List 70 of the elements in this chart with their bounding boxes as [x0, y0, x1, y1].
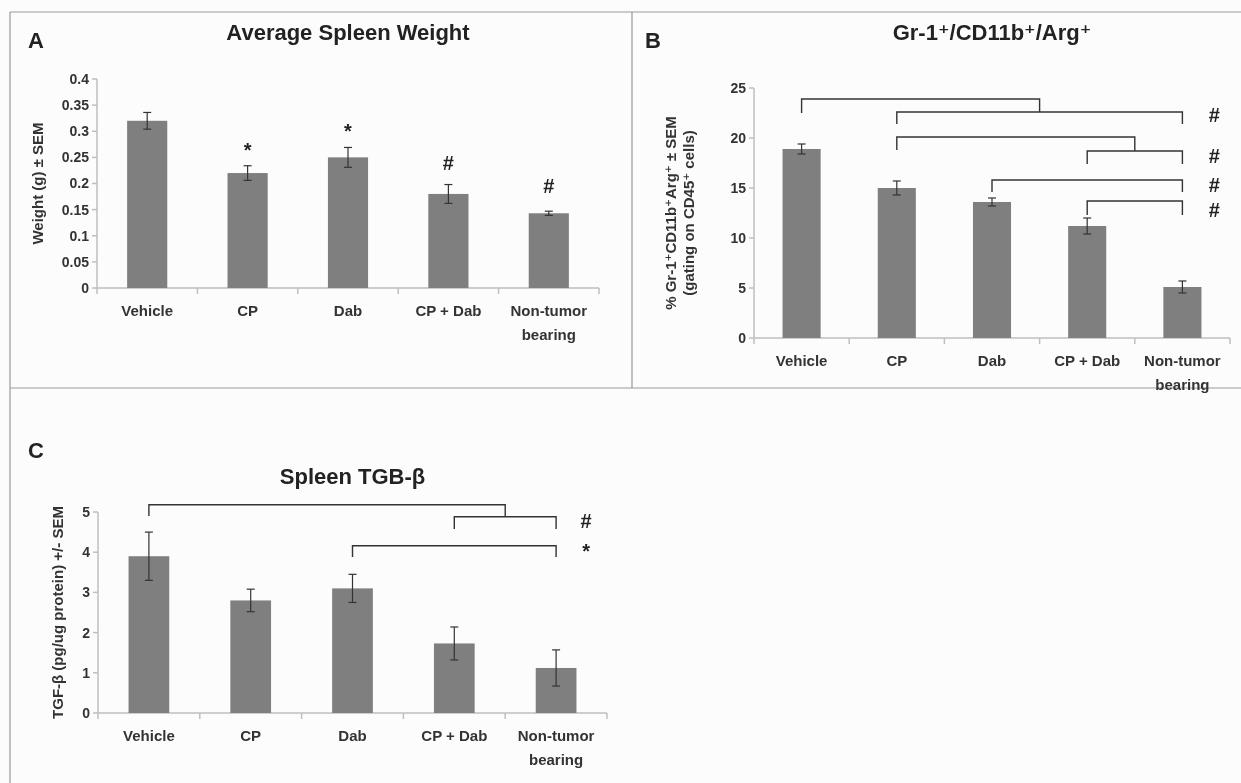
- annotation: #: [1208, 199, 1220, 221]
- bar: [128, 556, 170, 713]
- y-axis-title: % Gr-1⁺CD11b⁺Arg⁺ ± SEM (gating on CD45⁺ cells): [662, 116, 697, 310]
- y-tick-label: 0.15: [61, 201, 90, 218]
- y-tick-label: 1: [82, 664, 91, 681]
- annotation: #: [1208, 174, 1220, 196]
- x-tick-label: Vehicle: [121, 302, 174, 319]
- y-tick-label: 0.35: [61, 97, 90, 114]
- annotation: #: [543, 175, 555, 198]
- x-tick-label: CP: [237, 302, 259, 319]
- y-axis-title: Weight (g) ± SEM: [29, 122, 46, 245]
- y-tick-label: 0: [82, 704, 91, 721]
- y-tick-label: 20: [730, 129, 747, 146]
- annotation: #: [1208, 104, 1220, 126]
- bar: [127, 120, 168, 288]
- text: B: [645, 28, 661, 53]
- x-tick-label: CP: [240, 727, 262, 744]
- annotation: #: [580, 510, 592, 533]
- y-tick-label: 5: [82, 503, 91, 520]
- x-tick-label: Dab: [338, 727, 367, 744]
- y-tick-label: 0: [81, 279, 90, 296]
- x-tick-label: Dab: [977, 352, 1007, 369]
- annotation: #: [1208, 145, 1220, 167]
- chart-title: Average Spleen Weight: [226, 20, 471, 45]
- bar: [433, 643, 475, 713]
- y-tick-label: 3: [82, 584, 91, 601]
- annotation: *: [582, 539, 591, 562]
- bar: [535, 667, 577, 713]
- annotation: *: [243, 138, 252, 161]
- x-tick-label: CP: [886, 352, 908, 369]
- y-axis-title: TGF-β (pg/ug protein) +/- SEM: [49, 506, 66, 719]
- bar: [1068, 226, 1107, 338]
- y-tick-label: 0.25: [61, 149, 90, 166]
- text: A: [28, 28, 44, 53]
- chart-title: Gr-1⁺/CD11b⁺/Arg⁺: [892, 20, 1092, 45]
- x-tick-label: Vehicle: [123, 727, 175, 744]
- y-tick-label: 0.05: [61, 253, 90, 270]
- y-tick-label: 0.1: [69, 227, 90, 244]
- bar: [327, 157, 369, 288]
- x-tick-label: Dab: [333, 302, 363, 319]
- y-tick-label: 0.4: [69, 70, 90, 87]
- bar: [332, 588, 373, 713]
- bar: [1163, 287, 1202, 338]
- bar: [230, 600, 272, 713]
- x-tick-label: CP + Dab: [1054, 352, 1121, 369]
- y-tick-label: 2: [82, 624, 91, 641]
- annotation: *: [344, 120, 353, 143]
- bar: [877, 188, 916, 338]
- x-tick-label: CP + Dab: [415, 302, 482, 319]
- annotation: #: [442, 151, 454, 174]
- y-tick-label: 0.2: [69, 175, 90, 192]
- y-tick-label: 5: [738, 279, 747, 296]
- bar: [227, 173, 268, 288]
- y-tick-label: 4: [82, 544, 91, 561]
- x-tick-label: Non-tumor bearing: [1144, 352, 1221, 393]
- x-tick-label: Non-tumor bearing: [517, 727, 595, 768]
- y-tick-label: 0: [738, 329, 747, 346]
- bar: [428, 193, 469, 288]
- y-tick-label: 0.3: [69, 123, 90, 140]
- x-tick-label: Non-tumor bearing: [510, 302, 588, 343]
- x-tick-label: Vehicle: [775, 352, 828, 369]
- bar: [972, 202, 1012, 338]
- bar: [528, 213, 569, 288]
- y-tick-label: 25: [730, 79, 747, 96]
- chart-title: Spleen TGB-β: [279, 464, 426, 489]
- text: C: [28, 438, 44, 463]
- y-tick-label: 15: [730, 179, 747, 196]
- y-tick-label: 10: [730, 229, 747, 246]
- bar: [782, 149, 821, 338]
- x-tick-label: CP + Dab: [421, 727, 488, 744]
